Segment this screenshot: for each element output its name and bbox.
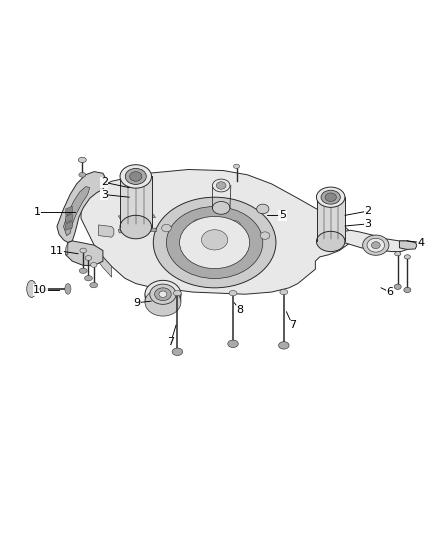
Ellipse shape — [90, 263, 97, 268]
Ellipse shape — [316, 187, 345, 207]
Text: 6: 6 — [386, 287, 393, 297]
Polygon shape — [66, 243, 68, 255]
Ellipse shape — [172, 348, 183, 356]
Polygon shape — [99, 225, 114, 237]
Ellipse shape — [80, 248, 86, 253]
Ellipse shape — [321, 190, 340, 204]
Ellipse shape — [233, 164, 240, 168]
Ellipse shape — [27, 280, 36, 297]
Text: 1: 1 — [34, 207, 41, 216]
Text: 9: 9 — [134, 298, 141, 308]
Text: 7: 7 — [167, 337, 174, 347]
Ellipse shape — [159, 291, 167, 297]
Ellipse shape — [280, 289, 288, 295]
Text: 5: 5 — [279, 211, 286, 220]
Ellipse shape — [316, 231, 345, 252]
Ellipse shape — [404, 255, 410, 259]
Ellipse shape — [145, 280, 181, 308]
Polygon shape — [64, 187, 90, 236]
Ellipse shape — [212, 179, 230, 192]
Ellipse shape — [120, 165, 152, 188]
Text: 3: 3 — [101, 190, 108, 199]
Polygon shape — [66, 206, 72, 215]
Text: 7: 7 — [289, 320, 296, 330]
Ellipse shape — [85, 276, 92, 281]
Text: 10: 10 — [33, 285, 47, 295]
Ellipse shape — [228, 340, 238, 348]
Text: 8: 8 — [237, 305, 244, 315]
Ellipse shape — [257, 204, 269, 214]
Text: 3: 3 — [364, 219, 371, 229]
Polygon shape — [66, 214, 72, 223]
Ellipse shape — [325, 193, 336, 201]
Ellipse shape — [212, 201, 230, 214]
Ellipse shape — [371, 242, 380, 248]
Polygon shape — [118, 228, 157, 233]
Text: 2: 2 — [101, 177, 108, 187]
Polygon shape — [118, 214, 155, 220]
Polygon shape — [94, 245, 112, 277]
Ellipse shape — [367, 238, 385, 252]
Ellipse shape — [279, 342, 289, 349]
Ellipse shape — [155, 288, 171, 301]
Ellipse shape — [90, 282, 98, 288]
Ellipse shape — [78, 157, 86, 163]
Ellipse shape — [145, 288, 181, 316]
Ellipse shape — [404, 287, 411, 293]
Polygon shape — [145, 294, 181, 302]
Ellipse shape — [173, 290, 181, 296]
Ellipse shape — [130, 172, 142, 181]
Ellipse shape — [260, 232, 270, 239]
Text: 2: 2 — [364, 206, 371, 216]
Ellipse shape — [125, 168, 146, 184]
Ellipse shape — [153, 197, 276, 288]
Polygon shape — [66, 221, 72, 230]
Ellipse shape — [394, 284, 401, 289]
Ellipse shape — [228, 221, 240, 229]
Ellipse shape — [120, 215, 152, 239]
Ellipse shape — [150, 284, 176, 304]
Text: 4: 4 — [418, 238, 425, 247]
Ellipse shape — [180, 216, 250, 269]
Text: 11: 11 — [50, 246, 64, 255]
Ellipse shape — [395, 252, 401, 256]
Ellipse shape — [229, 290, 237, 296]
Ellipse shape — [85, 255, 92, 260]
Polygon shape — [57, 172, 107, 243]
Ellipse shape — [201, 230, 228, 250]
Polygon shape — [66, 241, 103, 265]
Ellipse shape — [162, 224, 171, 232]
Ellipse shape — [79, 268, 87, 273]
Polygon shape — [341, 230, 410, 252]
Ellipse shape — [216, 182, 226, 189]
Polygon shape — [120, 176, 152, 227]
Ellipse shape — [65, 284, 71, 294]
Ellipse shape — [193, 219, 206, 229]
Ellipse shape — [363, 235, 389, 255]
Ellipse shape — [166, 206, 263, 278]
Ellipse shape — [79, 172, 86, 177]
Polygon shape — [399, 241, 417, 249]
Polygon shape — [317, 197, 345, 241]
Polygon shape — [81, 169, 350, 294]
